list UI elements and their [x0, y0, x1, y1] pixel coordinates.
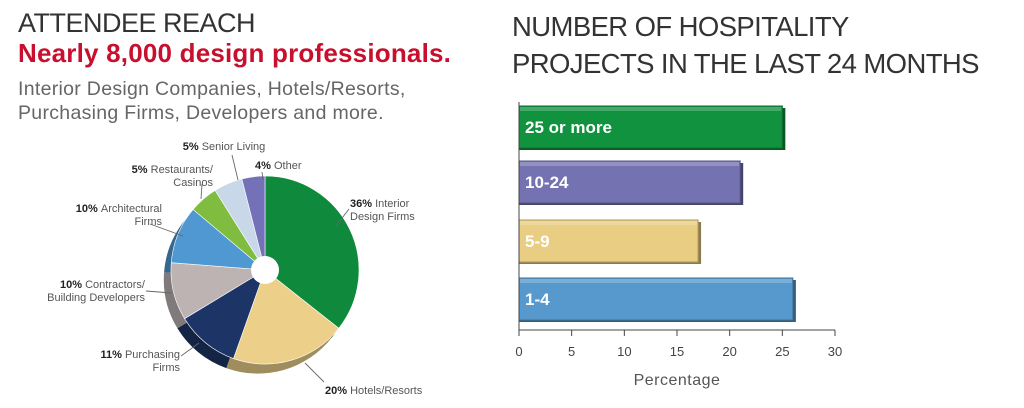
pie-leader-line — [180, 342, 200, 357]
pie-label: 20% Hotels/Resorts — [325, 385, 423, 397]
title-line-2: PROJECTS IN THE LAST 24 MONTHS — [512, 48, 980, 79]
attendee-reach-subtitle: Nearly 8,000 design professionals. — [18, 38, 452, 68]
description-line-2: Purchasing Firms, Developers and more. — [18, 102, 384, 124]
bar-10-24 — [518, 160, 741, 204]
pie-label-text: Interior — [375, 198, 410, 210]
x-tick-label: 10 — [617, 344, 631, 359]
pie-label-text: Restaurants/ — [151, 164, 214, 176]
pie-center-hole — [251, 256, 279, 284]
pie-leader-line — [149, 223, 184, 237]
pie-leader-line — [200, 183, 203, 200]
pie-label-percent: 10% — [60, 279, 85, 291]
pie-label: 10% Architectural Firms — [76, 203, 163, 228]
pie-label-text: Contractors/ — [85, 279, 146, 291]
pie-label-text: Other — [274, 160, 302, 172]
pie-leader-line — [145, 290, 173, 294]
bar-highlight — [520, 162, 740, 166]
pie-leader-line — [335, 208, 350, 227]
pie-label-text: Casinos — [173, 177, 213, 189]
bar-category-label: 10-24 — [525, 173, 569, 192]
pie-label-text: Firms — [135, 216, 163, 228]
x-tick-label: 20 — [722, 344, 736, 359]
pie-label-text: Building Developers — [47, 292, 145, 304]
bar-category-label: 25 or more — [525, 118, 612, 137]
x-tick-label: 30 — [828, 344, 842, 359]
bar-highlight — [520, 221, 698, 225]
bar-category-label: 1-4 — [525, 290, 550, 309]
pie-label-percent: 4% — [255, 160, 274, 172]
pie-label: 11% Purchasing Firms — [100, 349, 180, 374]
pie-label-percent: 20% — [325, 385, 350, 397]
pie-labels: 36% Interior Design Firms 20% Hotels/Resor… — [47, 141, 423, 397]
pie-slices — [170, 175, 360, 365]
bar-1-4 — [518, 277, 794, 321]
pie-leader-line — [261, 171, 264, 181]
pie-label-text: Architectural — [101, 203, 162, 215]
x-tick-label: 15 — [670, 344, 684, 359]
pie-leader-line — [304, 362, 325, 383]
pie-label-text: Hotels/Resorts — [350, 385, 423, 397]
x-tick-label: 25 — [775, 344, 789, 359]
bar-highlight — [520, 107, 782, 111]
pie-label-percent: 10% — [76, 203, 101, 215]
pie-label: 10% Contractors/Building Developers — [47, 279, 146, 304]
pie-label-text: Senior Living — [202, 141, 266, 153]
bar-highlight — [520, 279, 792, 283]
pie-label-text: Purchasing — [125, 349, 180, 361]
pie-label-percent: 5% — [183, 141, 202, 153]
pie-leader-line — [231, 154, 239, 181]
bar-category-label: 5-9 — [525, 232, 550, 251]
pie-label: 5% Restaurants/Casinos — [132, 164, 214, 189]
pie-label: 4% Other — [255, 160, 302, 172]
pie-slice — [264, 175, 360, 329]
title-line-1: NUMBER OF HOSPITALITY — [512, 11, 849, 42]
description-line-1: Interior Design Companies, Hotels/Resort… — [18, 78, 406, 100]
bar-5-9 — [518, 219, 699, 263]
pie-label-percent: 36% — [350, 198, 375, 210]
pie-chart: 36% Interior Design Firms 20% Hotels/Resor… — [47, 141, 423, 397]
pie-label: 5% Senior Living — [183, 141, 266, 153]
hospitality-projects-title: NUMBER OF HOSPITALITY PROJECTS IN THE LA… — [512, 8, 1022, 82]
pie-label: 36% Interior Design Firms — [350, 198, 415, 223]
pie-slice — [241, 175, 266, 271]
x-axis-label: Percentage — [634, 372, 721, 389]
pie-label-percent: 5% — [132, 164, 151, 176]
pie-slice — [233, 269, 340, 365]
pie-label-text: Design Firms — [350, 211, 415, 223]
bar-chart: 25 or more 10-24 5-9 1-4 0 5 10 15 20 25 30 Percent… — [515, 102, 842, 389]
attendee-reach-title: ATTENDEE REACH — [18, 8, 256, 38]
x-tick-label: 0 — [515, 344, 522, 359]
attendee-reach-description: Interior Design Companies, Hotels/Resort… — [18, 77, 488, 125]
pie-label-text: Firms — [153, 362, 181, 374]
pie-label-percent: 11% — [100, 349, 124, 361]
x-tick-label: 5 — [568, 344, 575, 359]
